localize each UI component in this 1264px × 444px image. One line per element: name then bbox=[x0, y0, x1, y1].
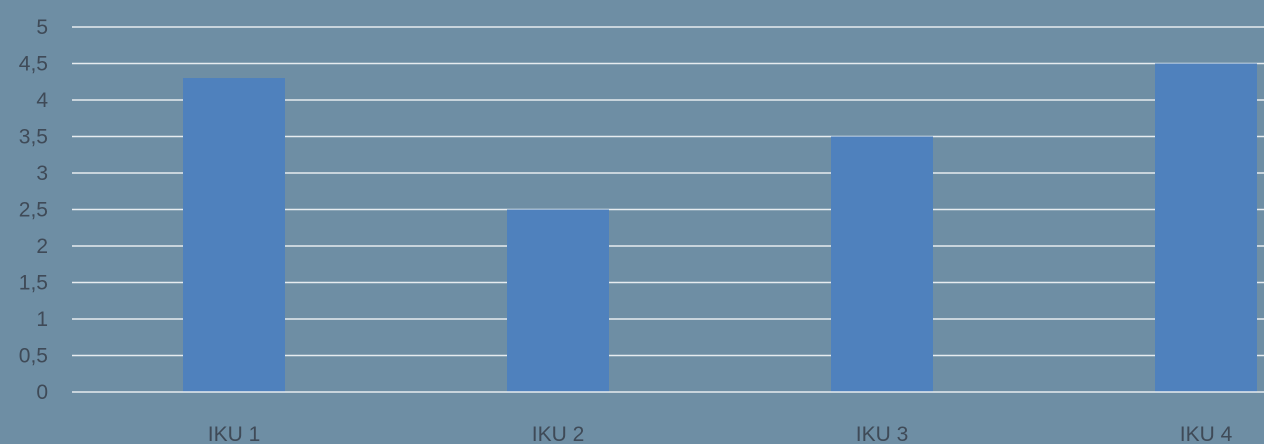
bar-1 bbox=[183, 78, 285, 392]
y-tick-label: 1 bbox=[36, 308, 48, 331]
y-tick-label: 1,5 bbox=[19, 272, 48, 295]
y-tick-label: 2,5 bbox=[19, 199, 48, 222]
y-tick-label: 5 bbox=[36, 16, 48, 39]
y-tick-label: 3,5 bbox=[19, 126, 48, 149]
x-tick-label: IKU 1 bbox=[208, 423, 261, 444]
x-tick-label: IKU 2 bbox=[532, 423, 585, 444]
y-tick-label: 0,5 bbox=[19, 345, 48, 368]
y-tick-label: 4 bbox=[36, 89, 48, 112]
x-tick-label: IKU 4 bbox=[1180, 423, 1233, 444]
y-tick-label: 3 bbox=[36, 162, 48, 185]
y-tick-label: 2 bbox=[36, 235, 48, 258]
bar-4 bbox=[1155, 63, 1257, 392]
x-tick-label: IKU 3 bbox=[856, 423, 909, 444]
y-tick-label: 4,5 bbox=[19, 53, 48, 76]
bar-3 bbox=[831, 136, 933, 392]
x-axis-tick-labels: IKU 1 IKU 2 IKU 3 IKU 4 bbox=[208, 423, 1233, 444]
y-axis-tick-labels: 0 0,5 1 1,5 2 2,5 3 3,5 4 4,5 5 bbox=[19, 16, 49, 404]
bar-2 bbox=[507, 209, 609, 392]
y-tick-label: 0 bbox=[36, 381, 48, 404]
bars bbox=[183, 63, 1257, 392]
